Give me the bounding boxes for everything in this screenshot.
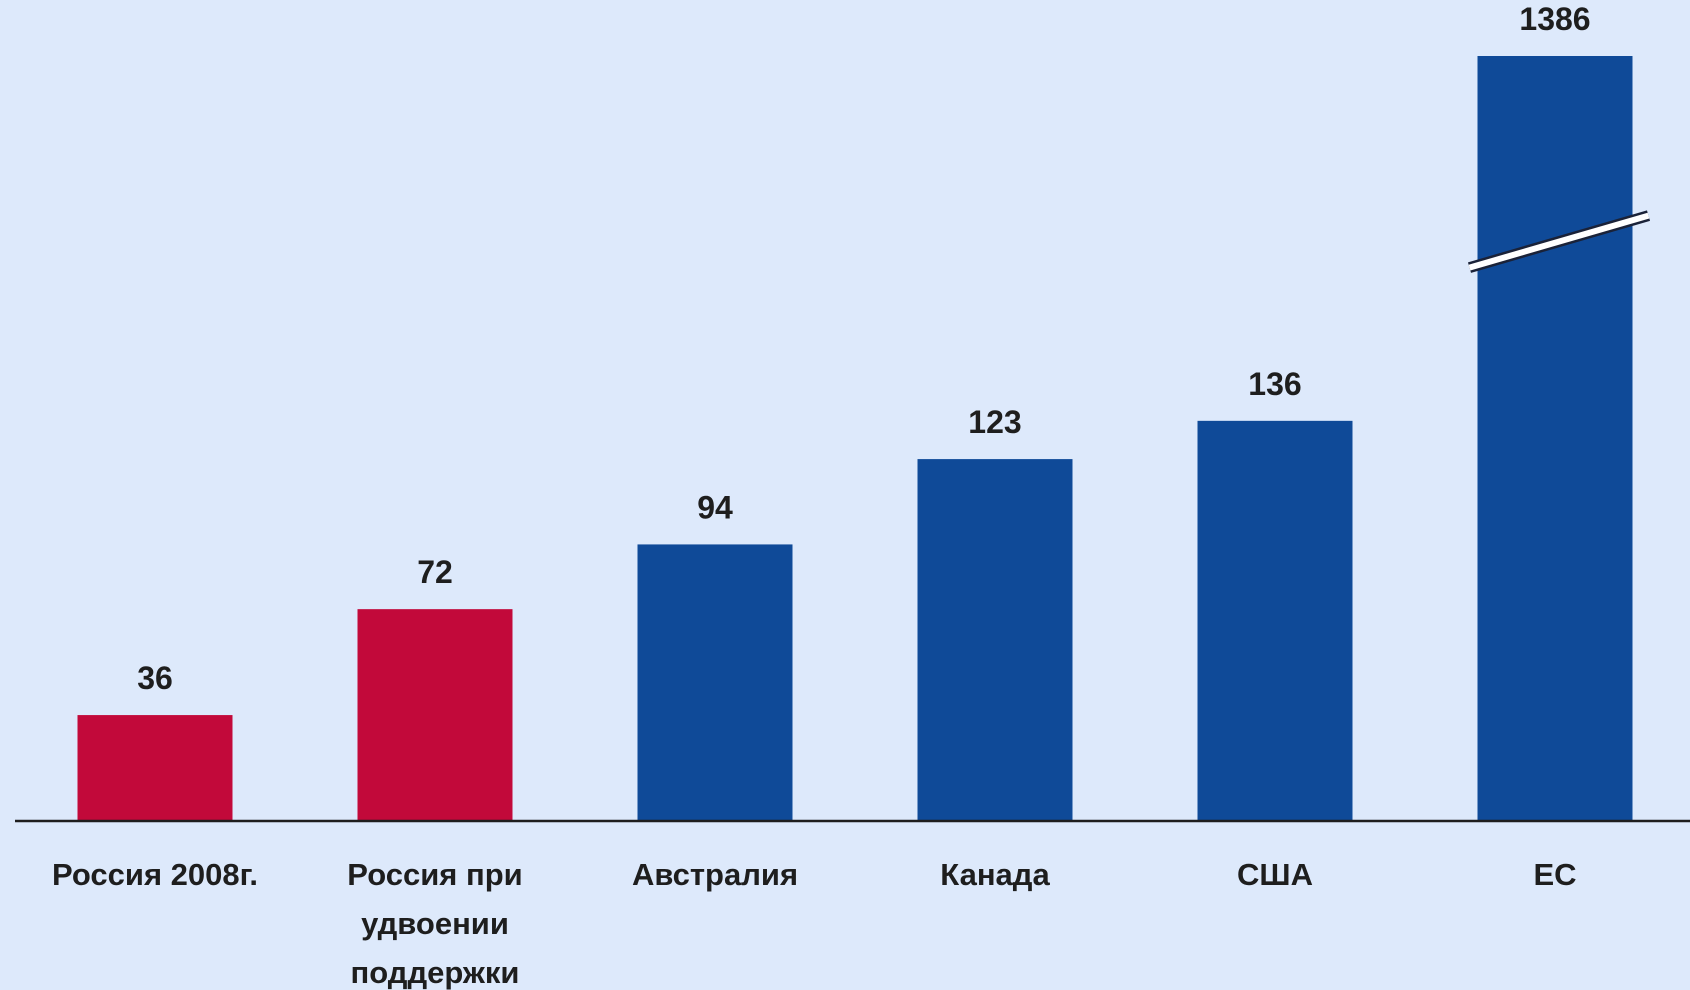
bar — [917, 459, 1073, 821]
x-tick-label: США — [1237, 857, 1313, 892]
value-label: 1386 — [1519, 1, 1590, 37]
value-label: 94 — [697, 489, 733, 525]
x-tick-label: Россия при удвоении поддержки — [347, 857, 523, 990]
value-label: 123 — [968, 404, 1021, 440]
x-tick-label: Россия 2008г. — [51, 857, 259, 892]
bar — [77, 715, 233, 821]
value-label: 136 — [1248, 366, 1301, 402]
x-tick-label: ЕС — [1533, 857, 1577, 892]
bar — [1197, 420, 1353, 821]
bar — [1477, 56, 1633, 821]
value-label: 72 — [417, 554, 453, 590]
x-tick-label: Канада — [940, 857, 1050, 892]
axis-break — [1468, 212, 1650, 271]
value-label: 36 — [137, 660, 173, 696]
bar — [637, 544, 793, 821]
x-tick-label: Австралия — [631, 857, 799, 892]
bar — [357, 609, 513, 821]
